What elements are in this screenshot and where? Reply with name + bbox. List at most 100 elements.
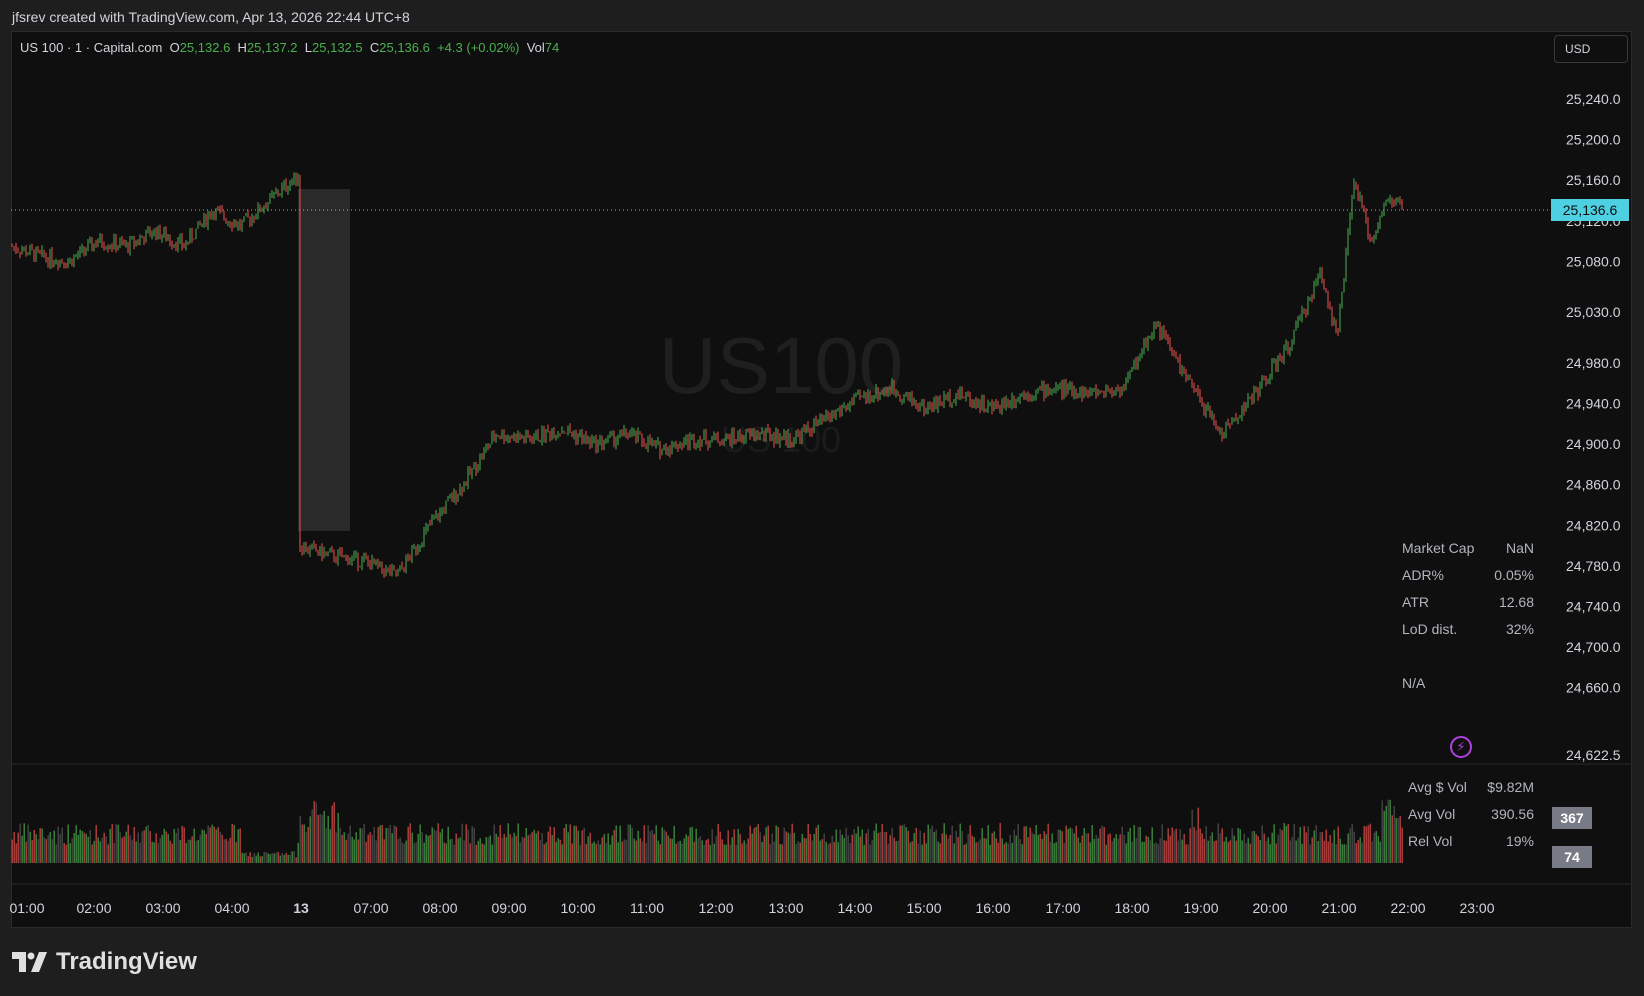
volume-bar <box>189 839 191 863</box>
volume-bar <box>907 830 909 863</box>
volume-bar <box>493 824 495 863</box>
time-axis[interactable]: 01:00 02:00 03:00 04:00 13 07:00 08:00 09:00 10:… <box>9 900 1494 916</box>
volume-bar <box>205 833 207 863</box>
volume-bar <box>809 833 811 863</box>
time-tick-label: 07:00 <box>353 900 388 916</box>
volume-bar <box>977 841 979 863</box>
volume-bar <box>67 824 69 863</box>
volume-bar <box>119 832 121 863</box>
volume-bar <box>715 836 717 863</box>
volume-bar <box>463 840 465 863</box>
volume-bar <box>1117 838 1119 863</box>
volume-bar <box>407 826 409 863</box>
volume-bar <box>157 843 159 863</box>
volume-bar <box>381 824 383 863</box>
legend-high-label: H <box>237 40 247 55</box>
volume-bar <box>759 832 761 863</box>
volume-bar <box>477 840 479 863</box>
volume-bar <box>1353 831 1355 863</box>
volume-bar <box>89 830 91 863</box>
volume-bar <box>1373 832 1375 863</box>
volume-bar <box>1349 828 1351 863</box>
volume-bar <box>1259 840 1261 863</box>
volume-bar <box>785 831 787 863</box>
currency-button[interactable]: USD <box>1554 35 1628 63</box>
volume-bar <box>1393 805 1395 863</box>
volume-bar <box>615 825 617 863</box>
volume-bar <box>1291 836 1293 863</box>
volume-bar <box>191 836 193 863</box>
volume-bar <box>1389 799 1391 863</box>
volume-bar <box>199 834 201 863</box>
volume-bar <box>1219 833 1221 863</box>
price-tick-label: 24,660.0 <box>1566 680 1621 696</box>
volume-bar <box>495 833 497 863</box>
price-tick-label: 25,030.0 <box>1566 304 1621 320</box>
volume-bar <box>687 836 689 863</box>
volume-bar <box>265 852 267 863</box>
volume-bar <box>75 825 77 863</box>
volume-bar <box>535 833 537 863</box>
volume-bar <box>383 839 385 863</box>
volume-bar <box>337 812 339 863</box>
volume-bar <box>253 853 255 863</box>
volume-bar <box>315 802 317 863</box>
volume-bar <box>1129 827 1131 863</box>
last-price-tag: 25,136.6 <box>1551 199 1629 221</box>
volume-bar <box>943 823 945 863</box>
volume-bar <box>1209 835 1211 863</box>
volume-bar <box>385 827 387 863</box>
volume-bar <box>867 829 869 863</box>
volume-bar <box>1239 829 1241 863</box>
volume-bar <box>871 840 873 863</box>
volume-bar <box>1173 830 1175 863</box>
volume-bar <box>549 826 551 863</box>
volume-bar <box>433 829 435 863</box>
volume-bar <box>935 829 937 863</box>
volume-bar <box>1319 832 1321 863</box>
volume-bar <box>981 828 983 863</box>
volume-bar <box>641 841 643 863</box>
volume-bar <box>1331 842 1333 863</box>
volume-bar <box>293 851 295 863</box>
volume-bar <box>807 823 809 863</box>
volume-bar <box>363 823 365 863</box>
volume-bar <box>55 844 57 863</box>
lightning-icon[interactable]: ⚡ <box>1450 736 1472 758</box>
tradingview-logo[interactable]: TradingView <box>12 948 197 976</box>
volume-bar <box>629 824 631 863</box>
legend-symbol[interactable]: US 100 · 1 · Capital.com <box>20 40 163 55</box>
volume-bar <box>985 838 987 863</box>
volume-bar <box>903 824 905 863</box>
volume-bar <box>1127 831 1129 863</box>
volume-bar <box>619 825 621 863</box>
volume-bar <box>753 828 755 863</box>
chart-frame[interactable] <box>11 31 1632 928</box>
volume-bar <box>379 825 381 863</box>
volume-bar <box>781 844 783 863</box>
volume-bar <box>11 839 13 863</box>
volume-bar <box>173 829 175 863</box>
volume-bar <box>1049 841 1051 863</box>
volume-bar <box>503 833 505 863</box>
volume-bar <box>979 839 981 863</box>
volume-bar <box>575 825 577 863</box>
volume-bar <box>19 823 21 863</box>
volume-bar <box>1039 833 1041 863</box>
volume-bar <box>945 834 947 863</box>
volume-bar <box>661 827 663 863</box>
volume-bar <box>1101 825 1103 863</box>
volume-bar <box>257 852 259 863</box>
volume-bar <box>1231 828 1233 863</box>
volume-bar <box>843 838 845 863</box>
volume-bar <box>1063 842 1065 863</box>
volume-bar <box>1053 843 1055 863</box>
volume-bar <box>727 830 729 863</box>
price-axis[interactable]: 25,240.025,200.025,160.025,120.025,080.0… <box>1566 91 1621 763</box>
volume-bar <box>217 827 219 863</box>
volume-bar <box>285 852 287 863</box>
time-tick-label: 14:00 <box>837 900 872 916</box>
volume-bar <box>239 828 241 863</box>
volume-bar <box>1161 824 1163 863</box>
